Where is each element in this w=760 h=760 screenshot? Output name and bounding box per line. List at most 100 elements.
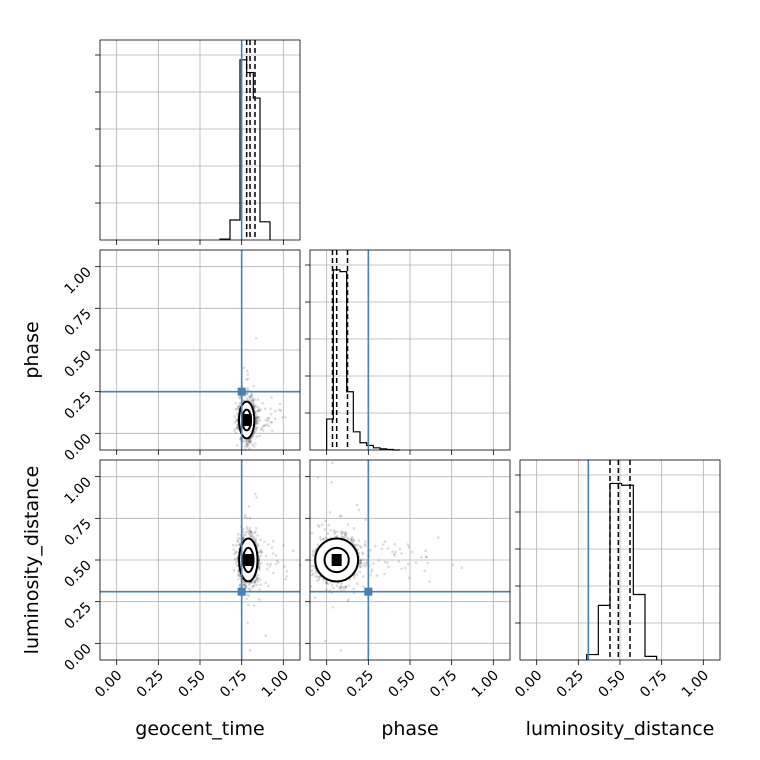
sample-point [356,543,360,547]
sample-point [316,575,319,578]
sample-point [313,596,317,600]
sample-point [268,565,271,568]
sample-point [358,563,361,567]
sample-point [363,540,367,543]
sample-point [255,419,258,423]
sample-point [249,534,253,538]
sample-point [257,406,260,410]
sample-point [359,559,363,563]
sample-point [407,545,411,549]
x-tick-label: 0.75 [217,668,250,701]
sample-point [248,526,252,530]
sample-point [358,561,362,565]
sample-point [254,530,257,533]
sample-point [235,444,239,447]
sample-point [285,570,289,573]
sample-point [257,565,261,569]
sample-point [255,577,259,581]
scatter-panel-geocent_time-phase: 0.00 0.25 0.50 0.75 1.00 [61,249,301,464]
sample-point [310,564,314,568]
panel-frame [99,459,301,661]
sample-point [397,560,401,563]
y-axis-label-phase: phase [21,321,43,378]
sample-point [267,424,270,428]
sample-point [237,572,240,576]
x-tick-label: 0.50 [385,668,418,701]
sample-point [247,583,251,586]
sample-point [357,508,361,512]
sample-point [245,581,248,585]
y-tick-label: 0.50 [61,348,94,381]
sample-point [256,409,260,412]
sample-point [341,585,345,589]
sample-point [253,580,257,584]
sample-point [248,649,252,652]
sample-point [244,583,247,587]
sample-point [255,422,258,425]
histogram-step [586,482,658,660]
sample-point [350,540,354,543]
sample-point [346,523,350,526]
sample-point [234,426,238,430]
sample-point [331,605,335,609]
sample-point [261,428,265,432]
sample-point [235,408,239,411]
sample-point [391,550,394,554]
sample-point [254,428,257,431]
sample-point [327,523,331,527]
sample-point [436,536,440,539]
sample-point [271,539,275,543]
sample-point [252,535,256,539]
sample-point [247,440,251,444]
sample-point [342,587,346,591]
sample-point [266,562,269,566]
sample-point [264,634,268,637]
sample-point [312,572,315,576]
sample-point [339,530,343,534]
sample-point [257,409,261,412]
sample-point [315,579,319,583]
sample-point [258,419,262,422]
sample-point [270,429,274,433]
sample-point [259,550,263,554]
sample-point [426,561,429,565]
sample-point [236,406,240,409]
sample-point [242,534,246,537]
sample-point [404,566,407,570]
sample-point [248,440,251,444]
sample-point [242,528,245,531]
x-axis-label-geocent_time: geocent_time [135,718,264,740]
sample-point [328,511,332,514]
sample-point [242,366,245,370]
sample-point [331,461,334,465]
sample-point [245,392,249,396]
sample-point [362,562,366,565]
sample-point [236,564,239,567]
sample-point [246,527,249,531]
sample-point [283,565,286,568]
sample-point [235,543,238,547]
sample-point [260,550,264,554]
sample-point [235,556,238,560]
sample-point [250,532,253,536]
histogram-panel-phase [305,249,511,455]
sample-point [252,402,255,405]
sample-point [310,573,314,577]
sample-point [241,398,245,402]
sample-point [261,402,264,405]
sample-point [359,558,363,561]
sample-point [242,536,245,540]
sample-point [414,561,418,564]
sample-point [254,492,257,496]
sample-point [266,543,270,546]
sample-point [355,573,359,577]
density-peak [241,414,252,426]
sample-point [236,423,239,427]
sample-point [233,415,237,418]
sample-point [258,434,261,438]
sample-point [250,586,254,589]
sample-point [420,555,423,559]
sample-point [398,547,402,551]
sample-point [291,549,295,552]
sample-point [248,446,251,450]
